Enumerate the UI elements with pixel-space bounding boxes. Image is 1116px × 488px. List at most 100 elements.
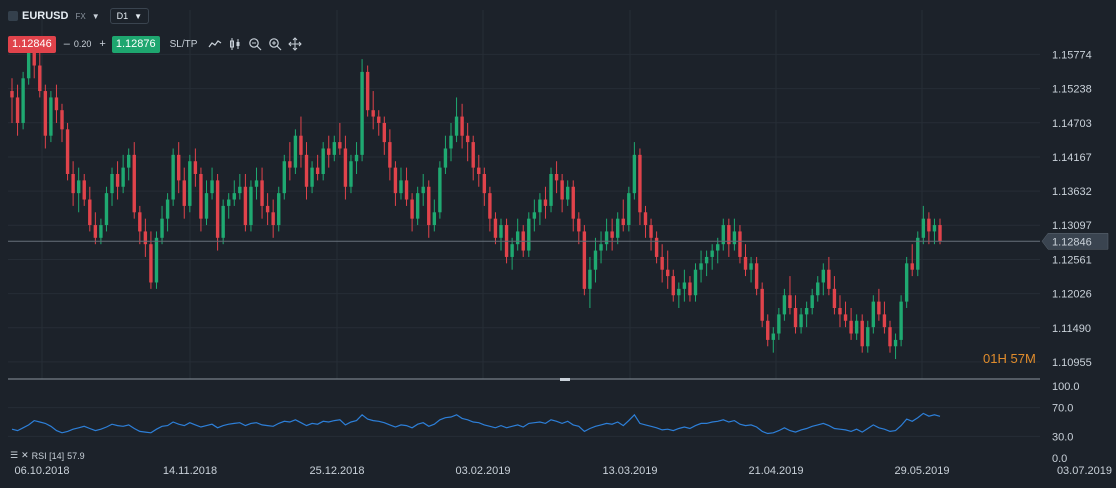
candle [471,135,475,181]
candle [349,154,353,194]
candle [260,167,264,219]
candle [215,174,220,251]
line-chart-icon[interactable] [205,35,225,53]
candle [671,269,675,302]
date-tick-label: 13.03.2019 [602,465,657,477]
candle [538,193,542,226]
crosshair-move-icon[interactable] [285,35,305,53]
candle [721,218,725,251]
sltp-button[interactable]: SL/TP [169,38,198,50]
candle [449,122,453,162]
candle [204,180,209,226]
candle [54,84,59,123]
candle [621,199,625,232]
candle [49,91,53,143]
candle [265,193,270,226]
buy-price-button[interactable]: 1.12876 [111,35,160,53]
timeframe-select[interactable]: D1 ▼ [109,8,150,24]
candle [554,161,559,194]
candle [415,186,420,226]
candle [115,161,120,200]
symbol-label[interactable]: EURUSD [22,10,69,22]
price-tick-label: 1.13632 [1052,186,1092,198]
candle [565,180,570,206]
chevron-down-icon: ▼ [134,11,143,21]
candle [438,161,442,219]
candle [149,231,153,289]
candle [10,78,14,123]
date-tick-label: 14.11.2018 [163,465,217,477]
price-tick-label: 1.10955 [1052,357,1092,369]
price-tick-label: 1.14167 [1052,152,1092,164]
price-tick-label: 1.15238 [1052,84,1092,96]
candle [766,314,770,347]
pane-resize-handle[interactable] [560,378,570,381]
candlestick-series [10,40,942,360]
candle [782,288,787,321]
candle [332,135,336,162]
candlestick-chart-icon[interactable] [225,35,245,53]
rsi-grid [8,407,1040,437]
candle [460,103,464,149]
candle [532,199,537,232]
close-icon[interactable]: ✕ [21,450,29,460]
candle [927,212,931,245]
candle [282,154,286,200]
candle [121,154,125,194]
candle [249,180,253,232]
candle [188,154,192,213]
candle [271,199,275,238]
candle [99,218,103,245]
candle [760,282,764,328]
candle [321,142,325,181]
price-axis[interactable]: 1.15774 1.15238 1.14703 1.14167 1.13632 1.130… [1052,49,1092,368]
current-price-tag: 1.12846 [1041,233,1109,250]
candle [427,180,431,238]
rsi-legend: ☰ ✕ RSI [14] 57.9 [10,450,85,461]
symbol-dropdown-chevron-icon[interactable]: ▼ [91,11,100,21]
candle [610,218,614,251]
candle [716,237,720,264]
candle [177,142,181,194]
candle [382,116,387,155]
candle [871,295,876,334]
candle [154,231,159,289]
zoom-out-icon[interactable] [245,35,265,53]
countdown-minutes: 57 [1010,351,1025,366]
candle [310,161,314,194]
candle [493,212,498,245]
spread-plus-button[interactable]: + [99,38,106,50]
candle [377,110,381,136]
spread-minus-button[interactable]: – [63,38,70,50]
candle [799,308,803,334]
zoom-in-icon[interactable] [265,35,285,53]
candle [327,135,331,168]
candle [21,71,25,130]
candle [810,288,814,315]
candle [699,250,703,283]
candle [854,314,859,340]
date-tick-label: 06.10.2018 [14,465,69,477]
candle [682,269,687,302]
candle-countdown: 01H 57M [983,351,1036,366]
candle [288,142,292,181]
candle [488,186,492,232]
candle [399,167,403,200]
candle [560,174,564,213]
candle [588,256,592,308]
time-axis[interactable]: 06.10.2018 14.11.2018 25.12.2018 03.02.2019… [14,465,1112,477]
candle [510,237,514,270]
price-tick-label: 1.12026 [1052,289,1092,301]
candle [227,193,231,219]
candle [843,301,848,328]
candle [771,327,775,353]
sell-price-button[interactable]: 1.12846 [8,35,56,53]
price-tick-label: 1.11490 [1052,323,1091,335]
candle [832,276,837,315]
candle [432,199,437,232]
indicator-menu-icon[interactable]: ☰ [10,450,19,460]
candle [627,186,631,232]
candle [243,174,248,232]
candle [654,231,659,264]
